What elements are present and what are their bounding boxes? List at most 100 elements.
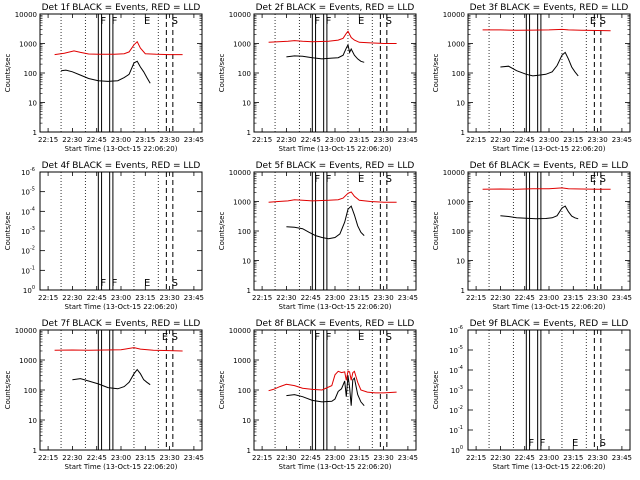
segment-marker-label: F	[112, 16, 118, 27]
x-axis-label: Start Time (13-Oct-15 22:06:20)	[65, 463, 178, 471]
segment-marker-label: S	[600, 438, 606, 449]
segment-marker-label: F	[314, 174, 320, 185]
x-tick-label: 23:45	[398, 294, 418, 302]
y-tick-label: 10000	[443, 11, 465, 19]
y-tick-label: 10-4	[21, 206, 35, 216]
y-tick-label: 100	[24, 70, 37, 78]
x-tick-label: 22:45	[301, 294, 321, 302]
y-axis-label: Counts/sec	[4, 212, 12, 251]
lld-series-line	[268, 370, 397, 394]
segment-marker-label: S	[172, 16, 178, 27]
segment-marker-label: E	[144, 16, 150, 27]
x-tick-label: 22:45	[301, 136, 321, 144]
plot-frame	[39, 329, 203, 451]
segment-marker-label: S	[172, 332, 178, 343]
y-tick-label: 10000	[443, 169, 465, 177]
x-tick-label: 23:15	[349, 454, 369, 462]
x-axis-label: Start Time (13-Oct-15 22:06:20)	[279, 463, 392, 471]
x-tick-label: 22:45	[515, 136, 535, 144]
segment-marker-label: E	[162, 332, 168, 343]
y-axis-label: Counts/sec	[4, 371, 12, 410]
y-tick-label: 10-6	[21, 167, 35, 177]
x-tick-label: 23:45	[184, 294, 204, 302]
x-tick-label: 22:30	[490, 136, 510, 144]
plot-frame	[253, 329, 417, 451]
y-tick-label: 100	[238, 70, 251, 78]
y-tick-label: 1000	[447, 199, 465, 207]
y-tick-label: 10	[28, 100, 37, 108]
lld-series-line	[268, 30, 397, 44]
events-series-line	[286, 375, 365, 407]
x-tick-label: 22:15	[466, 136, 486, 144]
y-tick-label: 1	[247, 129, 251, 137]
segment-marker-label: E	[572, 438, 578, 449]
segment-marker-label: S	[600, 174, 606, 185]
x-tick-label: 23:45	[398, 136, 418, 144]
segment-marker-label: S	[386, 174, 392, 185]
x-tick-label: 22:15	[38, 454, 58, 462]
x-tick-label: 23:00	[325, 294, 345, 302]
x-tick-label: 23:30	[374, 136, 394, 144]
y-tick-label: 1	[33, 447, 37, 455]
y-tick-label: 10000	[15, 11, 37, 19]
segment-marker-label: F	[528, 438, 534, 449]
y-tick-label: 10	[242, 417, 251, 425]
y-tick-label: 1000	[233, 199, 251, 207]
segment-marker-label: F	[326, 332, 332, 343]
segment-marker-label: E	[144, 278, 150, 289]
x-tick-label: 22:15	[252, 454, 272, 462]
plot-frame	[253, 171, 417, 291]
x-tick-label: 23:45	[184, 454, 204, 462]
detector-panel: Det 1f BLACK = Events, RED = LLD 1 10 100 10…	[4, 3, 204, 153]
y-tick-label: 10	[456, 100, 465, 108]
x-tick-label: 22:30	[276, 294, 296, 302]
y-tick-label: 10	[456, 258, 465, 266]
x-tick-label: 23:15	[563, 454, 583, 462]
x-tick-label: 22:30	[276, 454, 296, 462]
y-tick-label: 10000	[15, 327, 37, 335]
detector-panel: Det 2f BLACK = Events, RED = LLD 1 10 100 10…	[218, 3, 418, 153]
events-series-line	[72, 368, 151, 390]
y-tick-label: 1000	[233, 357, 251, 365]
y-tick-label: 1000	[447, 41, 465, 49]
y-axis-label: Counts/sec	[4, 54, 12, 93]
y-tick-label: 1000	[19, 41, 37, 49]
x-tick-label: 23:30	[588, 454, 608, 462]
y-axis-label: Counts/sec	[432, 54, 440, 93]
detector-panel: Det 9f BLACK = Events, RED = LLD 100 10-1 1…	[432, 319, 632, 471]
x-tick-label: 23:45	[612, 294, 632, 302]
detector-panel: Det 3f BLACK = Events, RED = LLD 1 10 100 10…	[432, 3, 632, 153]
x-tick-label: 23:30	[588, 136, 608, 144]
segment-marker-label: F	[326, 16, 332, 27]
x-tick-label: 23:30	[374, 454, 394, 462]
x-tick-label: 22:30	[490, 454, 510, 462]
y-tick-label: 100	[24, 387, 37, 395]
segment-marker-label: E	[358, 332, 364, 343]
x-tick-label: 23:15	[135, 136, 155, 144]
y-tick-label: 10-5	[21, 187, 35, 197]
segment-marker-label: S	[386, 332, 392, 343]
segment-marker-label: F	[100, 278, 106, 289]
y-axis-label: Counts/sec	[218, 54, 226, 93]
y-tick-label: 100	[23, 285, 35, 295]
x-tick-label: 23:00	[539, 454, 559, 462]
x-tick-label: 22:15	[252, 294, 272, 302]
x-tick-label: 22:30	[490, 294, 510, 302]
x-tick-label: 23:15	[563, 294, 583, 302]
x-tick-label: 23:45	[612, 454, 632, 462]
segment-marker-label: F	[326, 174, 332, 185]
x-tick-label: 22:15	[252, 136, 272, 144]
y-tick-label: 10-2	[449, 405, 463, 415]
segment-marker-label: F	[314, 16, 320, 27]
lld-series-line	[54, 347, 183, 352]
x-tick-label: 23:15	[135, 294, 155, 302]
x-tick-label: 22:45	[87, 294, 107, 302]
y-tick-label: 1	[461, 287, 465, 295]
x-tick-label: 23:00	[111, 136, 131, 144]
x-axis-label: Start Time (13-Oct-15 22:06:20)	[493, 145, 606, 153]
x-tick-label: 22:15	[38, 294, 58, 302]
y-tick-label: 10000	[229, 327, 251, 335]
y-tick-label: 100	[451, 445, 463, 455]
y-tick-label: 100	[452, 228, 465, 236]
